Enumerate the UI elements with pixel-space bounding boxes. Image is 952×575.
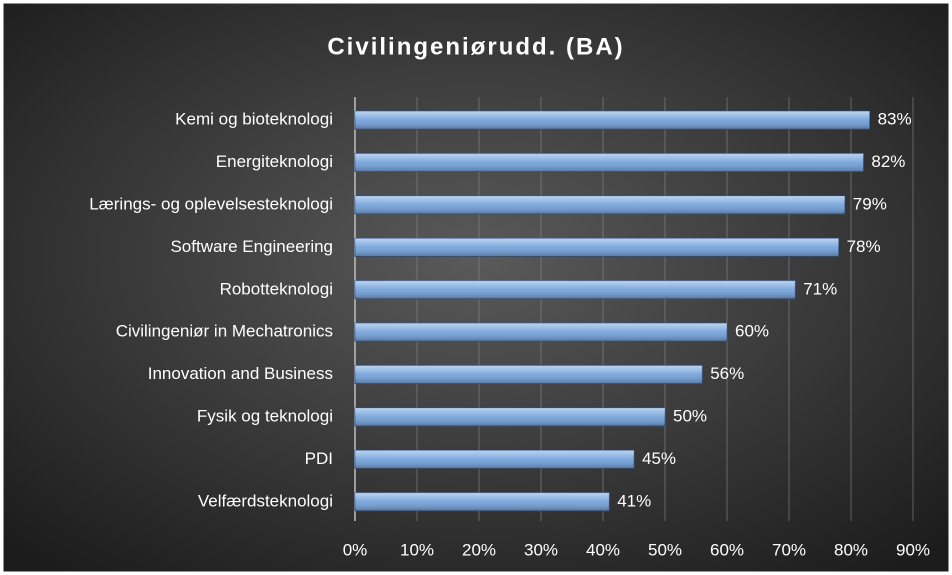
chart-title: Civilingeniørudd. (BA) [327,33,624,60]
data-label: 56% [710,364,744,383]
y-tick-label: Velfærdsteknologi [198,491,333,510]
x-tick-label: 40% [586,540,620,559]
x-tick-label: 10% [400,540,434,559]
bar [354,110,870,130]
y-tick-label: Civilingeniør in Mechatronics [116,322,333,341]
x-tick-label: 60% [710,540,744,559]
bar [354,365,703,385]
x-tick-label: 20% [462,540,496,559]
data-label: 60% [735,322,769,341]
y-tick-label: Innovation and Business [148,364,333,383]
x-tick-label: 50% [648,540,682,559]
x-tick-label: 70% [772,540,806,559]
bar [354,407,666,427]
data-label: 45% [642,449,676,468]
bar [354,195,846,215]
x-tick-label: 80% [834,540,868,559]
data-label: 71% [803,279,837,298]
y-tick-label: Energiteknologi [216,152,333,171]
data-label: 82% [871,152,905,171]
data-label: 78% [847,237,881,256]
x-tick-label: 90% [896,540,930,559]
data-label: 83% [878,110,912,129]
bar [354,322,728,342]
x-tick-label: 0% [343,540,368,559]
bar [354,153,864,173]
x-tick-label: 30% [524,540,558,559]
y-tick-label: Robotteknologi [220,279,333,298]
bar [354,237,840,257]
y-tick-label: Lærings- og oplevelsesteknologi [89,194,333,213]
data-label: 50% [673,406,707,425]
bar [354,280,796,300]
data-label: 41% [617,491,651,510]
data-label: 79% [853,194,887,213]
y-tick-label: Fysik og teknologi [197,406,333,425]
y-tick-label: Software Engineering [170,237,333,256]
y-tick-label: PDI [305,449,333,468]
y-tick-label: Kemi og bioteknologi [175,110,333,129]
bar [354,449,635,469]
bar [354,492,610,512]
